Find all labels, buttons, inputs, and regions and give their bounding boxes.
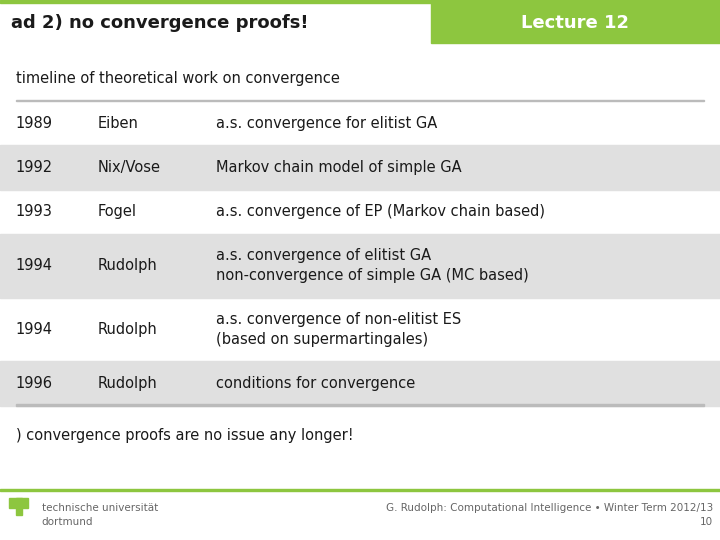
Bar: [16, 498, 22, 515]
Text: Rudolph: Rudolph: [97, 322, 157, 337]
Text: Nix/Vose: Nix/Vose: [97, 160, 160, 175]
Bar: [0, 491, 720, 540]
Text: a.s. convergence of EP (Markov chain based): a.s. convergence of EP (Markov chain bas…: [216, 204, 545, 219]
Text: 1994: 1994: [16, 258, 53, 273]
Text: Rudolph: Rudolph: [97, 376, 157, 391]
Bar: [9, 498, 28, 508]
Text: 1989: 1989: [16, 116, 53, 131]
Text: Fogel: Fogel: [97, 204, 136, 219]
Text: Eiben: Eiben: [97, 116, 138, 131]
Text: ) convergence proofs are no issue any longer!: ) convergence proofs are no issue any lo…: [16, 428, 354, 443]
Text: 1996: 1996: [16, 376, 53, 391]
Text: 1994: 1994: [16, 322, 53, 337]
Bar: [0, 3, 720, 43]
Text: technische universität
dortmund: technische universität dortmund: [42, 503, 158, 526]
Text: a.s. convergence of non-elitist ES: a.s. convergence of non-elitist ES: [216, 312, 462, 327]
Text: Rudolph: Rudolph: [97, 258, 157, 273]
Text: a.s. convergence for elitist GA: a.s. convergence for elitist GA: [216, 116, 437, 131]
Bar: [0, 145, 720, 190]
Text: non-convergence of simple GA (MC based): non-convergence of simple GA (MC based): [216, 268, 528, 283]
Text: Lecture 12: Lecture 12: [521, 14, 629, 32]
Bar: [0, 0, 720, 3]
Bar: [16, 404, 704, 406]
Text: conditions for convergence: conditions for convergence: [216, 376, 415, 391]
Bar: [0, 361, 720, 406]
Text: ad 2) no convergence proofs!: ad 2) no convergence proofs!: [11, 14, 308, 32]
Bar: [0, 489, 720, 491]
Text: timeline of theoretical work on convergence: timeline of theoretical work on converge…: [16, 71, 340, 86]
Bar: [16, 100, 704, 101]
Bar: [0, 234, 720, 298]
Text: (based on supermartingales): (based on supermartingales): [216, 332, 428, 347]
Bar: [431, 3, 720, 43]
Text: G. Rudolph: Computational Intelligence • Winter Term 2012/13
10: G. Rudolph: Computational Intelligence •…: [385, 503, 713, 526]
Text: Markov chain model of simple GA: Markov chain model of simple GA: [216, 160, 462, 175]
Text: 1993: 1993: [16, 204, 53, 219]
Text: a.s. convergence of elitist GA: a.s. convergence of elitist GA: [216, 248, 431, 264]
Text: 1992: 1992: [16, 160, 53, 175]
